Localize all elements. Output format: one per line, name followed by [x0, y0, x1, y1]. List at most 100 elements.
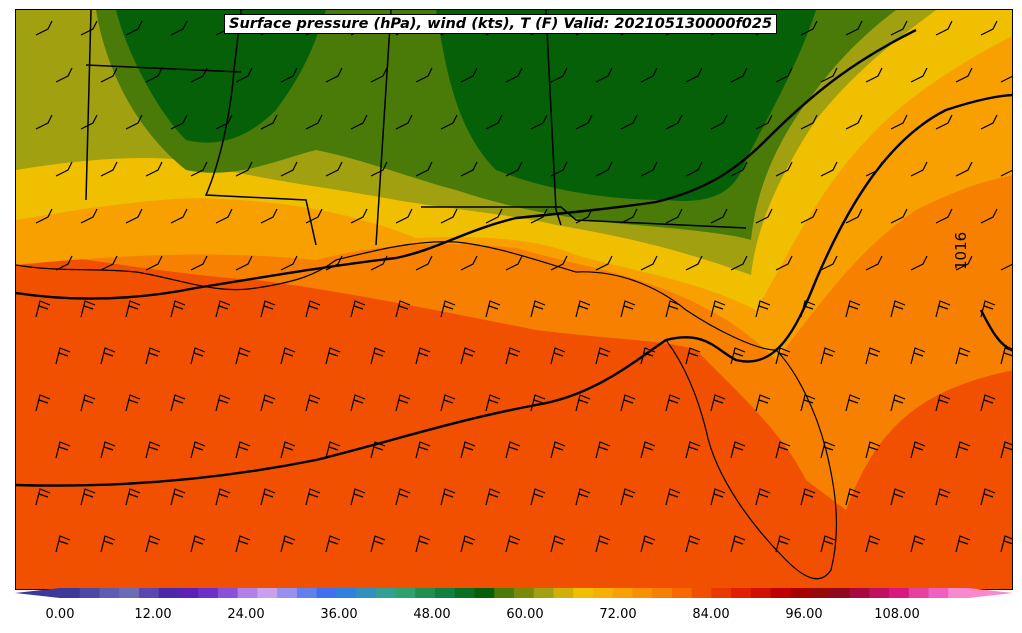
- wind-barb: [550, 441, 566, 459]
- wind-barb: [125, 300, 141, 318]
- wind-barb: [235, 255, 253, 271]
- wind-barb: [620, 114, 638, 130]
- wind-barb: [325, 67, 343, 83]
- map-title: Surface pressure (hPa), wind (kts), T (F…: [224, 14, 778, 34]
- wind-barb: [955, 161, 973, 177]
- wind-barb: [395, 114, 413, 130]
- wind-barb: [755, 488, 771, 506]
- wind-barb: [820, 67, 838, 83]
- colorbar-tick-label: 96.00: [785, 607, 823, 622]
- colorbar-segment: [514, 588, 535, 598]
- colorbar-segment: [592, 588, 614, 598]
- wind-barb: [100, 535, 116, 553]
- colorbar-segment: [810, 588, 831, 598]
- wind-barb: [640, 441, 656, 459]
- wind-barb: [845, 114, 863, 130]
- wind-barb: [215, 208, 233, 224]
- colorbar-segment: [691, 588, 712, 598]
- colorbar-segment: [889, 588, 910, 598]
- wind-barb: [910, 347, 926, 365]
- wind-barb: [80, 20, 98, 36]
- wind-barb: [305, 300, 321, 318]
- wind-barb: [80, 208, 98, 224]
- wind-barb: [35, 394, 51, 412]
- wind-barb: [685, 347, 701, 365]
- wind-barb: [145, 161, 163, 177]
- wind-barb: [305, 488, 321, 506]
- colorbar-segment: [415, 588, 436, 598]
- colorbar-segment: [375, 588, 397, 598]
- wind-barb: [550, 255, 568, 271]
- wind-barb: [260, 208, 278, 224]
- colorbar-segment: [198, 588, 219, 598]
- wind-barb: [685, 161, 703, 177]
- wind-barb: [685, 535, 701, 553]
- colorbar-tick-label: 12.00: [134, 607, 172, 622]
- wind-barb: [460, 347, 476, 365]
- wind-barb: [755, 394, 771, 412]
- wind-barb: [80, 114, 98, 130]
- wind-barb: [775, 347, 791, 365]
- wind-barb: [595, 441, 611, 459]
- colorbar-segment: [652, 588, 673, 598]
- wind-barb: [820, 441, 836, 459]
- wind-barb: [440, 300, 456, 318]
- wind-barb: [710, 300, 726, 318]
- wind-barb: [685, 441, 701, 459]
- wind-barb: [1000, 169, 1012, 177]
- colorbar-segment: [553, 588, 574, 598]
- wind-barb: [190, 347, 206, 365]
- wind-barb: [370, 441, 386, 459]
- colorbar-segment: [257, 588, 278, 598]
- wind-barb: [595, 347, 611, 365]
- colorbar-segment: [533, 588, 554, 598]
- colorbar-segment: [731, 588, 752, 598]
- wind-barb: [460, 535, 476, 553]
- wind-barb: [190, 161, 208, 177]
- wind-barb: [100, 67, 118, 83]
- wind-barb: [800, 20, 818, 36]
- wind-barb: [955, 255, 973, 271]
- wind-barb: [170, 20, 188, 36]
- wind-barb: [935, 208, 953, 224]
- colorbar-segment: [770, 588, 791, 598]
- wind-barb: [1000, 263, 1012, 271]
- wind-barb: [530, 488, 546, 506]
- wind-barb: [980, 114, 998, 130]
- wind-barb: [665, 394, 681, 412]
- wind-barb: [640, 255, 658, 271]
- wind-barb: [530, 394, 546, 412]
- wind-barb: [100, 347, 116, 365]
- colorbar-segment: [849, 588, 870, 598]
- wind-barb: [235, 347, 251, 365]
- wind-barb: [125, 394, 141, 412]
- wind-barb: [235, 161, 253, 177]
- wind-barb: [215, 394, 231, 412]
- wind-barb: [35, 208, 53, 224]
- colorbar-segment: [671, 588, 693, 598]
- wind-barb: [730, 347, 746, 365]
- wind-barb: [325, 535, 341, 553]
- colorbar-segment: [573, 588, 594, 598]
- wind-barb: [730, 441, 746, 459]
- wind-barb: [505, 255, 523, 271]
- wind-barb: [325, 441, 341, 459]
- wind-barb: [440, 114, 458, 130]
- wind-barb: [755, 300, 771, 318]
- wind-barb: [845, 488, 861, 506]
- wind-barb: [350, 114, 368, 130]
- wind-barb: [575, 208, 593, 224]
- wind-barb: [890, 20, 908, 36]
- wind-barb: [755, 114, 773, 130]
- wind-barb: [485, 488, 501, 506]
- wind-barb: [1000, 75, 1012, 83]
- wind-barb: [685, 255, 703, 271]
- colorbar-tick-label: 108.00: [874, 607, 920, 622]
- wind-barb: [80, 488, 96, 506]
- colorbar-segment: [237, 588, 258, 598]
- wind-barb: [460, 161, 478, 177]
- wind-barb: [820, 255, 838, 271]
- wind-barb: [305, 114, 323, 130]
- wind-barb: [305, 208, 323, 224]
- wind-barb: [395, 488, 411, 506]
